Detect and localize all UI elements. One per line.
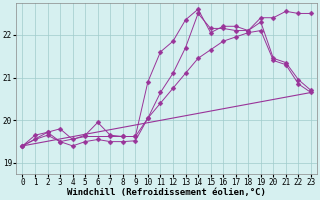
- X-axis label: Windchill (Refroidissement éolien,°C): Windchill (Refroidissement éolien,°C): [67, 188, 266, 197]
